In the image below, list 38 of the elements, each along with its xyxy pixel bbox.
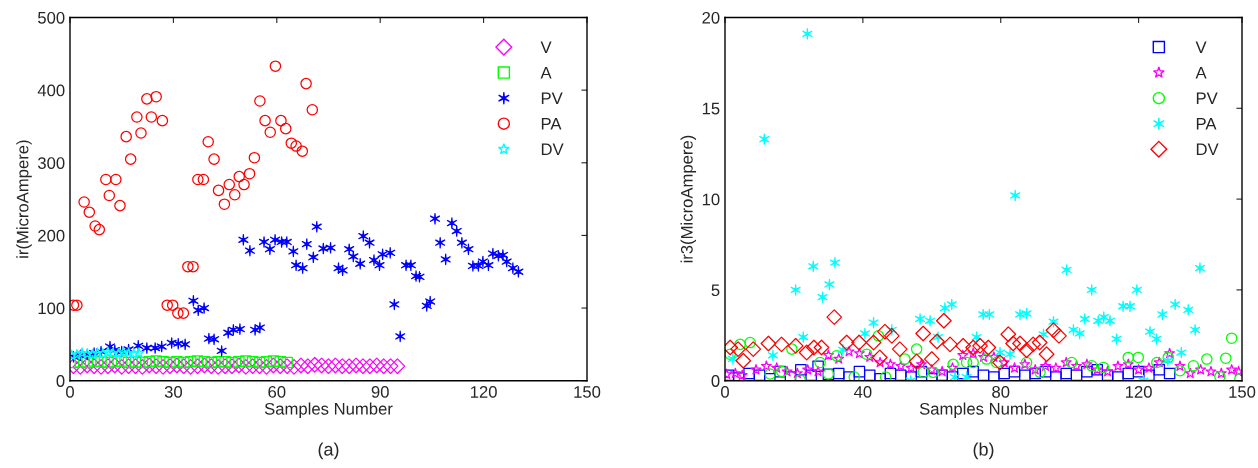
y-tick-label: 5 — [711, 284, 720, 297]
legend-label: A — [1195, 66, 1207, 79]
x-axis-title: Samples Number — [264, 402, 393, 419]
x-tick-label: 120 — [1125, 386, 1152, 398]
x-tick-label: 80 — [992, 386, 1010, 398]
y-tick-label: 400 — [37, 84, 65, 97]
y-tick-label: 0 — [56, 375, 65, 387]
text: (b) — [973, 442, 994, 460]
x-tick-label: 150 — [574, 386, 601, 398]
y-tick-label: 20 — [702, 11, 720, 24]
legend-label: PA — [541, 118, 562, 130]
x-tick-label: 0 — [66, 386, 74, 398]
legend-label: A — [540, 66, 552, 79]
x-tick-label: 40 — [853, 386, 872, 398]
y-tick-label: 15 — [702, 102, 720, 115]
y-axis-title: ir(MicroAmpere) — [16, 140, 32, 258]
legend-label: PA — [1196, 118, 1217, 130]
y-tick-label: 200 — [38, 229, 65, 242]
y-axis-title: ir3(MicroAmpere) — [680, 135, 697, 263]
x-tick-label: 60 — [268, 386, 286, 398]
x-tick-label: 30 — [164, 386, 183, 398]
x-tick-label: 120 — [470, 386, 497, 398]
y-tick-label: 100 — [38, 302, 65, 315]
y-tick-label: 10 — [702, 193, 720, 206]
y-tick-label: 0 — [711, 375, 720, 387]
legend-label: V — [1195, 41, 1207, 53]
x-tick-label: 150 — [1229, 386, 1256, 398]
text: (a) — [318, 442, 339, 460]
x-tick-label: 0 — [721, 386, 729, 398]
legend-label: DV — [1196, 143, 1219, 156]
legend-label: PV — [541, 92, 563, 104]
legend-label: V — [540, 41, 552, 53]
y-tick-label: 300 — [37, 157, 65, 169]
legend-label: PV — [1196, 92, 1218, 104]
y-tick-label: 500 — [38, 11, 65, 24]
legend-label: DV — [541, 143, 564, 156]
x-tick-label: 90 — [371, 386, 389, 398]
x-axis-title: Samples Number — [919, 402, 1048, 419]
